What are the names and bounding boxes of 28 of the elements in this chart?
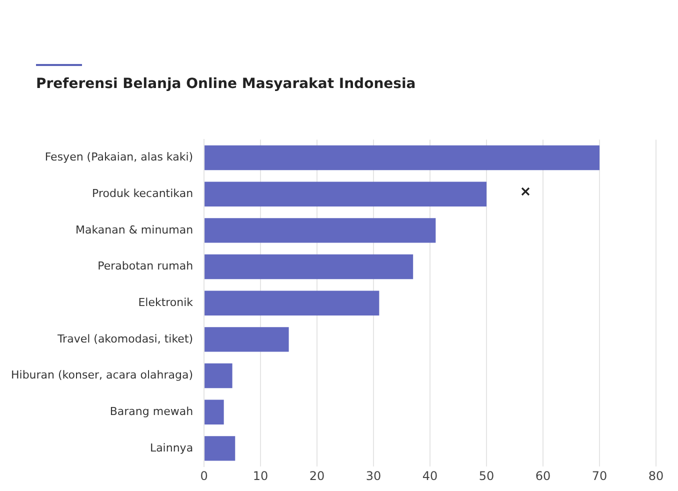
x-tick-label: 80 [648, 468, 664, 483]
bar [204, 436, 236, 461]
bar [204, 145, 600, 170]
x-tick-label: 20 [309, 468, 325, 483]
x-tick-label: 70 [592, 468, 608, 483]
y-tick-label: Lainnya [150, 441, 194, 454]
bar [204, 254, 414, 280]
y-tick-label: Barang mewah [110, 404, 194, 418]
bar [204, 290, 380, 316]
x-tick-label: 10 [252, 468, 268, 483]
y-tick-label: Elektronik [138, 296, 194, 309]
x-tick-label: 50 [478, 468, 494, 483]
x-tick-label: 40 [422, 468, 438, 483]
y-tick-label: Fesyen (Pakaian, alas kaki) [44, 150, 194, 164]
y-tick-label: Travel (akomodasi, tiket) [56, 332, 194, 346]
x-tick-label: 0 [200, 468, 208, 483]
bar [204, 182, 487, 206]
y-tick-label: Hiburan (konser, acara olahraga) [10, 368, 194, 382]
y-tick-label: Perabotan rumah [98, 260, 194, 273]
y-tick-label: Produk kecantikan [92, 186, 194, 200]
bar [204, 218, 436, 243]
chart-title: Preferensi Belanja Online Masyarakat Indonesia [36, 76, 416, 92]
bar [204, 400, 224, 424]
bar [204, 363, 232, 388]
x-tick-label: 60 [535, 468, 551, 483]
y-tick-label: Makanan & minuman [76, 223, 194, 236]
bar [204, 327, 289, 352]
x-tick-label: 30 [366, 468, 382, 483]
